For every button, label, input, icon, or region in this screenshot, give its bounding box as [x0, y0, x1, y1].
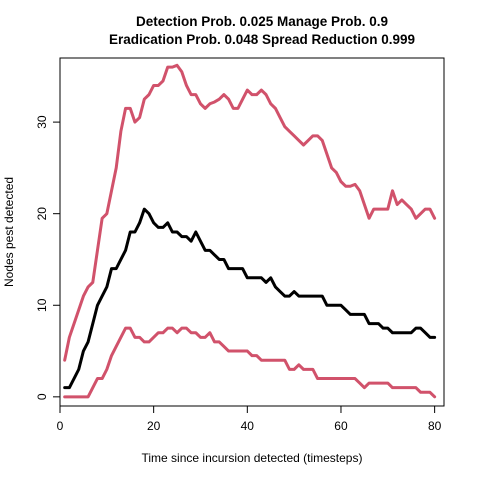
y-axis: 0 10 20 30 [35, 115, 61, 400]
y-tick-label: 30 [35, 115, 49, 129]
y-tick-label: 0 [35, 393, 49, 400]
chart-subtitle: Eradication Prob. 0.048 Spread Reduction… [109, 32, 415, 47]
series-line-upper [63, 63, 437, 362]
x-tick-label: 0 [57, 419, 64, 433]
x-tick-label: 60 [334, 419, 348, 433]
x-axis-label: Time since incursion detected (timesteps… [142, 451, 363, 465]
x-tick-label: 80 [428, 419, 442, 433]
y-tick-label: 20 [35, 207, 49, 221]
series-line-lower [63, 326, 437, 399]
y-axis-label: Nodes pest detected [2, 177, 16, 287]
x-tick-label: 40 [241, 419, 255, 433]
chart-title: Detection Prob. 0.025 Manage Prob. 0.9 [136, 14, 388, 29]
series-line-median [63, 207, 437, 390]
y-tick-label: 10 [35, 298, 49, 312]
x-axis: 0 20 40 60 80 [57, 405, 442, 433]
x-tick-label: 20 [147, 419, 161, 433]
series-layer [63, 63, 437, 399]
